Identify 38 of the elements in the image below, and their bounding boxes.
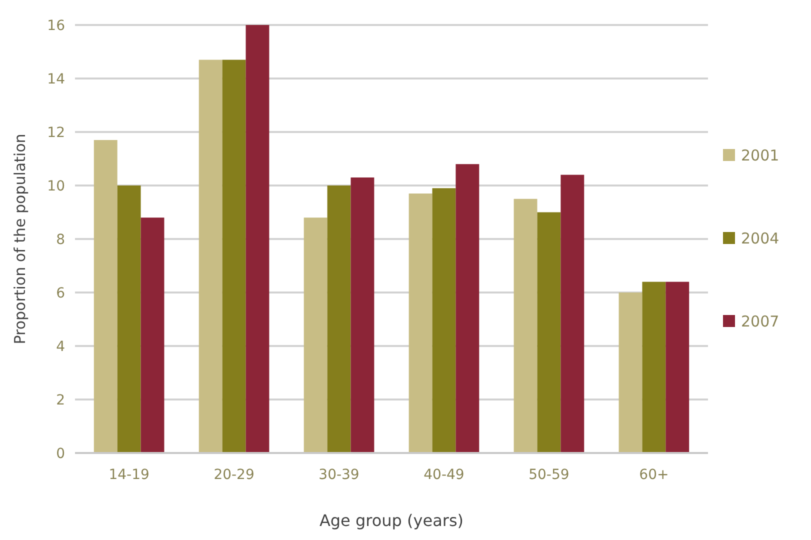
y-tick-label: 12 <box>47 124 65 141</box>
bar <box>327 186 351 453</box>
bar <box>666 282 690 453</box>
bar <box>560 174 584 453</box>
bar <box>514 198 538 453</box>
bar <box>117 186 141 453</box>
x-tick-label: 60+ <box>639 467 669 483</box>
y-tick-label: 16 <box>47 18 66 34</box>
bar <box>246 25 270 453</box>
bar <box>222 60 246 453</box>
bar <box>432 188 456 453</box>
bar <box>198 60 222 453</box>
y-tick-label: 2 <box>56 392 65 408</box>
x-tick-label: 30-39 <box>318 467 360 483</box>
y-tick-label: 8 <box>56 232 65 248</box>
bar <box>140 218 164 453</box>
x-tick-label: 20-29 <box>214 467 254 483</box>
legend-label: 2004 <box>741 229 780 248</box>
y-tick-label: 10 <box>47 178 65 194</box>
x-tick-label: 14-19 <box>108 467 150 483</box>
bar <box>94 140 118 453</box>
bar <box>642 282 666 453</box>
x-axis-title: Age group (years) <box>319 511 464 530</box>
y-axis-title: Proportion of the population <box>11 134 29 344</box>
bar <box>408 194 432 453</box>
x-tick-label: 50-59 <box>528 467 570 483</box>
bar <box>618 292 642 453</box>
y-tick-label: 4 <box>56 338 66 355</box>
bar <box>537 212 561 453</box>
legend-label: 2007 <box>741 312 780 330</box>
bar <box>304 218 328 453</box>
x-tick-label: 40-49 <box>424 467 464 483</box>
y-tick-label: 0 <box>56 446 65 462</box>
y-tick-label: 6 <box>56 285 66 302</box>
legend-label: 2001 <box>741 146 780 164</box>
bar <box>456 164 480 453</box>
bar <box>350 177 374 453</box>
y-tick-label: 14 <box>47 71 66 88</box>
